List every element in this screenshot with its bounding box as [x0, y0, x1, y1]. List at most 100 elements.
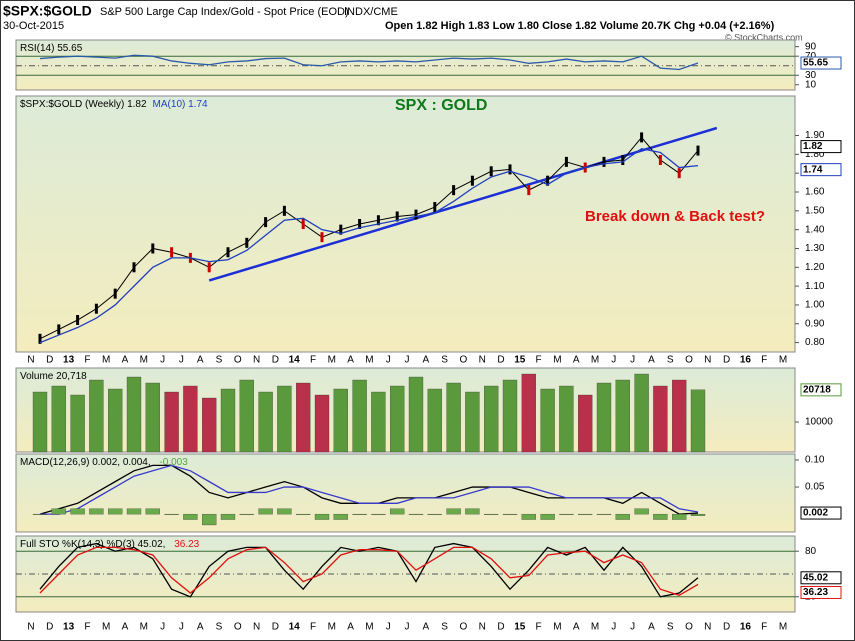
price-bar — [395, 211, 399, 222]
x-tick-label: N — [253, 622, 260, 633]
quote: Open 1.82 High 1.83 Low 1.80 Close 1.82 … — [385, 20, 775, 32]
histogram-bar — [277, 508, 292, 515]
x-tick-label: 13 — [63, 355, 75, 366]
y-tick-label: 1.60 — [805, 187, 825, 198]
x-tick-label: J — [405, 622, 410, 633]
legend-part: -0.003 — [159, 457, 188, 468]
volume-bar — [89, 379, 104, 453]
y-tick-label: 0.90 — [805, 318, 825, 329]
pane-legend: MACD(12,26,9) 0.002, 0.004, -0.003 — [20, 457, 188, 468]
volume-bar — [70, 394, 85, 453]
x-tick-label: M — [779, 622, 787, 633]
x-tick-label: A — [197, 622, 204, 633]
histogram-bar — [183, 513, 198, 520]
volume-bar — [559, 385, 574, 453]
x-tick-label: J — [179, 622, 184, 633]
y-tick-label: 1.30 — [805, 243, 825, 254]
x-tick-label: M — [553, 355, 561, 366]
histogram-bar — [51, 508, 66, 515]
price-bar — [282, 205, 286, 216]
volume-bar — [202, 397, 217, 453]
x-tick-label: M — [102, 355, 110, 366]
x-tick-label: D — [272, 355, 279, 366]
price-bar — [94, 303, 98, 314]
x-tick-label: J — [630, 622, 635, 633]
histogram-bar — [220, 513, 236, 520]
y-tick-label: 30 — [805, 70, 817, 81]
price-bar — [76, 315, 80, 325]
x-tick-label: M — [591, 355, 599, 366]
last-value-box — [800, 140, 842, 154]
x-tick-label: F — [536, 355, 542, 366]
x-tick-label: S — [667, 622, 674, 633]
price-bar — [508, 164, 512, 175]
price-bar — [470, 175, 474, 186]
x-tick-label: M — [591, 622, 599, 633]
histogram-bar — [314, 513, 330, 520]
x-tick-label: M — [365, 355, 373, 366]
date: 30-Oct-2015 — [3, 20, 64, 32]
volume-bar — [408, 376, 424, 453]
price-bar — [358, 219, 362, 229]
price-bar — [602, 156, 606, 167]
price-bar — [38, 333, 42, 344]
last-value-box — [800, 163, 842, 177]
price-bar — [339, 224, 343, 235]
exchange: INDX/CME — [344, 6, 398, 18]
x-tick-label: S — [667, 355, 674, 366]
histogram-bar — [258, 508, 273, 515]
y-tick-label: 10 — [805, 79, 817, 90]
x-tick-label: M — [779, 355, 787, 366]
histogram-bar — [578, 513, 593, 515]
x-tick-label: A — [573, 355, 580, 366]
volume-bar — [32, 391, 48, 453]
histogram-bar — [502, 513, 518, 515]
x-tick-label: A — [347, 622, 354, 633]
price-bar — [170, 247, 174, 258]
price-bar — [320, 232, 324, 243]
volume-bar — [634, 373, 649, 453]
x-tick-label: M — [140, 622, 148, 633]
x-tick-label: O — [460, 355, 468, 366]
x-tick-label: A — [422, 622, 429, 633]
last-value-label: 1.74 — [803, 164, 823, 175]
histogram-bar — [145, 508, 160, 515]
price-bar — [207, 262, 211, 273]
x-tick-label: N — [704, 355, 711, 366]
price-bar — [132, 262, 136, 273]
x-tick-label: N — [479, 622, 486, 633]
price-bar — [226, 247, 230, 258]
y-tick-label: 10000 — [805, 417, 833, 428]
histogram-bar — [484, 513, 499, 515]
x-tick-label: A — [422, 355, 429, 366]
pane-legend: Volume 20,718 — [20, 371, 87, 382]
x-tick-label: O — [685, 355, 693, 366]
volume-bar — [672, 379, 687, 453]
histogram-bar — [653, 513, 668, 520]
x-tick-label: A — [648, 622, 655, 633]
histogram-bar — [202, 513, 217, 526]
x-tick-label: J — [630, 355, 635, 366]
x-tick-label: J — [160, 622, 165, 633]
histogram-bar — [559, 513, 574, 515]
x-tick-label: S — [216, 622, 223, 633]
price-bar — [433, 202, 437, 213]
x-tick-label: 16 — [740, 355, 752, 366]
x-tick-label: M — [553, 622, 561, 633]
last-value-label: 45.02 — [803, 572, 828, 583]
x-tick-label: 15 — [514, 355, 526, 366]
price-bar — [527, 185, 531, 196]
price-bar — [376, 215, 380, 226]
volume-bar — [521, 373, 536, 453]
last-value-box — [800, 571, 842, 585]
volume-bar — [333, 388, 348, 453]
volume-bar — [465, 391, 480, 453]
x-tick-label: O — [460, 622, 468, 633]
x-tick-label: M — [328, 355, 336, 366]
volume-bar — [126, 376, 142, 453]
price-bar — [546, 175, 550, 186]
x-tick-label: N — [253, 355, 260, 366]
price-bar — [640, 132, 644, 143]
histogram-bar — [108, 508, 123, 515]
